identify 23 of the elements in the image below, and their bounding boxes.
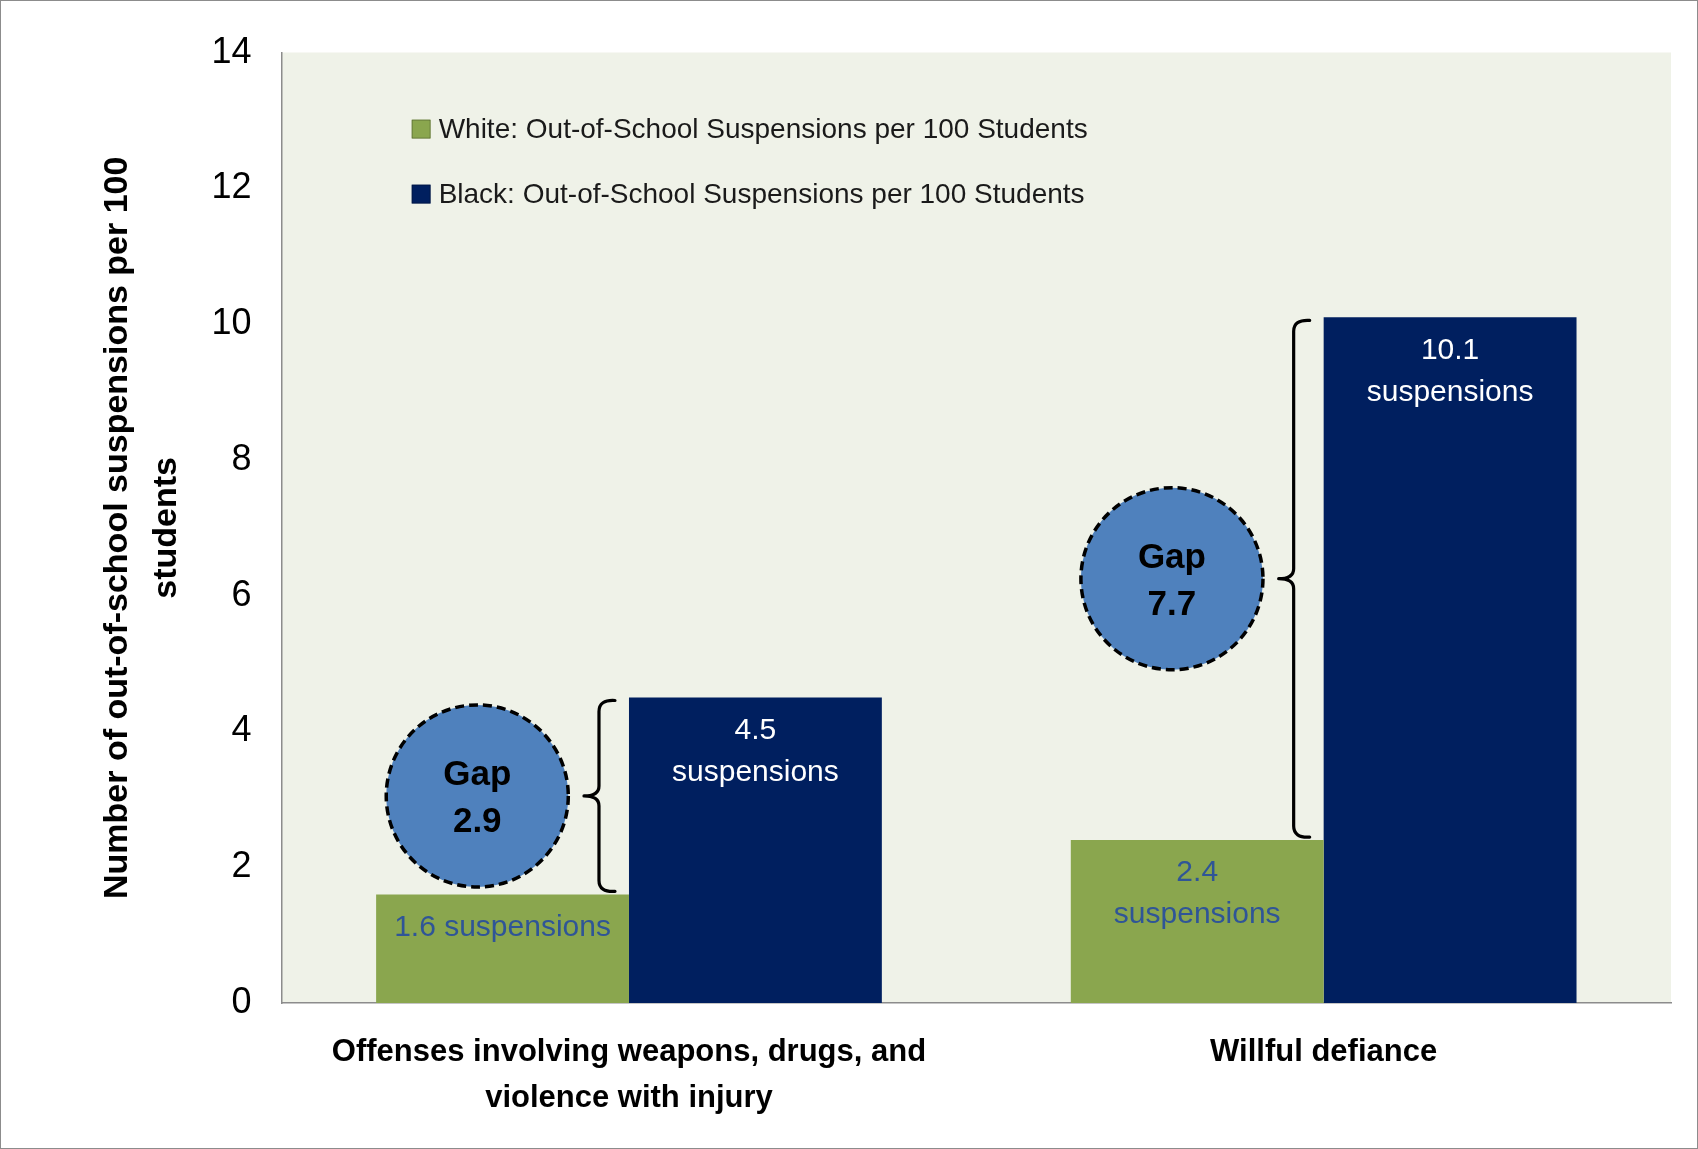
legend-label: Black: Out-of-School Suspensions per 100 Students	[438, 177, 1085, 209]
annotation: Gap 7.7	[1137, 535, 1206, 622]
annotation: Gap 2.9	[443, 752, 512, 839]
x-tick-label: Willful defiance	[1210, 1032, 1438, 1068]
bar	[376, 894, 629, 1003]
x-tick-label: Offenses involving weapons, drugs, and violence with injury	[331, 1032, 927, 1115]
y-tick-label: 2	[231, 844, 252, 886]
y-tick-label: 6	[231, 572, 252, 614]
y-tick-label: 8	[231, 436, 252, 478]
data-label: 1.6 suspensions	[394, 908, 611, 942]
y-tick-label: 0	[231, 979, 252, 1021]
y-tick-label: 4	[231, 708, 252, 750]
y-tick-label: 12	[211, 165, 252, 207]
data-label: 4.5 suspensions	[672, 711, 839, 787]
legend-label: White: Out-of-School Suspensions per 100 Students	[438, 112, 1088, 144]
y-tick-label: 14	[211, 29, 252, 71]
data-label: 2.4 suspensions	[1113, 854, 1281, 930]
bar	[1070, 840, 1324, 1003]
bar	[628, 697, 882, 1003]
y-tick-label: 10	[211, 301, 252, 343]
bar	[1323, 317, 1577, 1003]
data-label: 10.1 suspensions	[1366, 331, 1534, 407]
y-axis-title: Number of out-of-school suspensions per 100 students	[96, 156, 184, 900]
